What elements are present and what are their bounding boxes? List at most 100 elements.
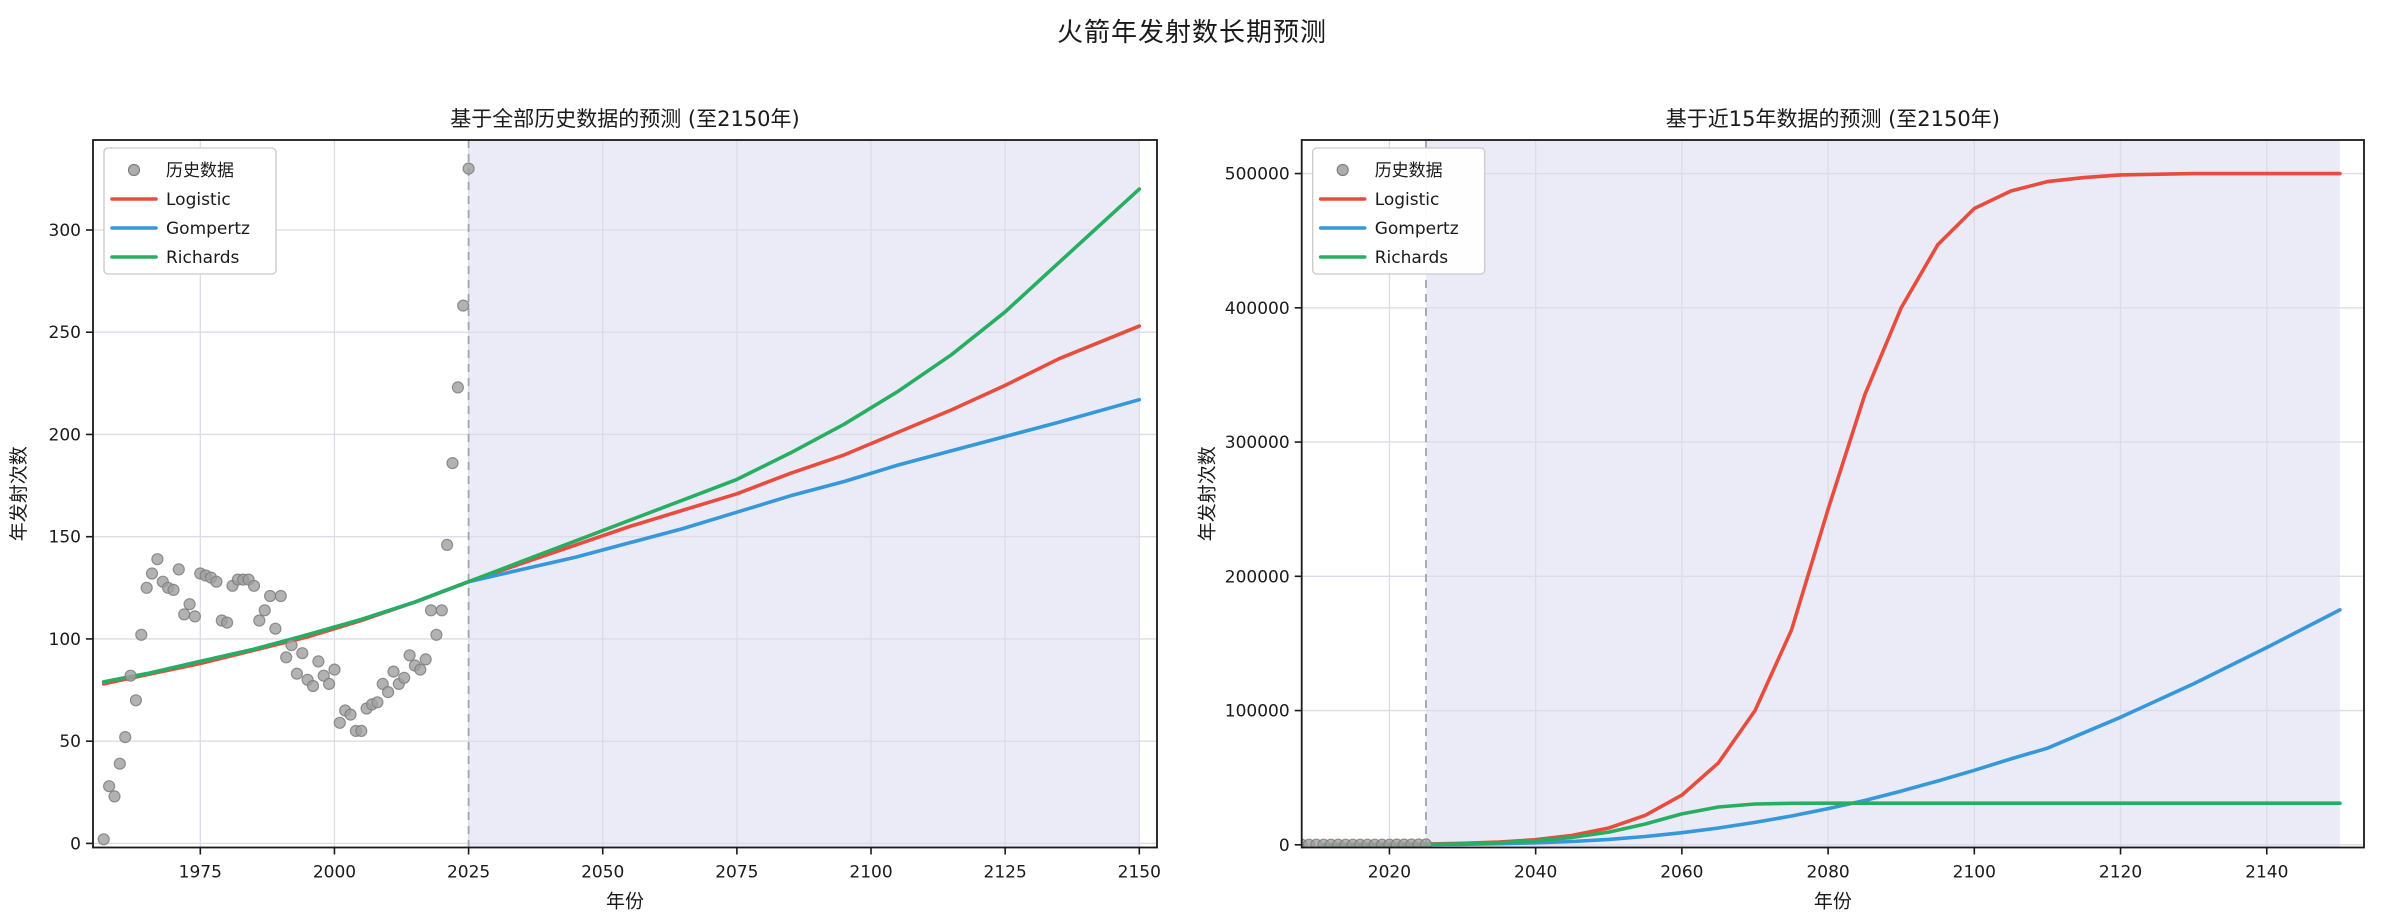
history-point <box>135 628 148 641</box>
history-point <box>113 757 126 770</box>
history-point <box>462 162 475 175</box>
legend-item: Gompertz <box>1318 219 1459 239</box>
y-tick-label: 200 <box>49 425 81 445</box>
x-tick-label: 2140 <box>2245 863 2288 883</box>
x-tick-label: 2100 <box>849 863 892 883</box>
legend-label: 历史数据 <box>166 161 234 181</box>
history-point <box>457 299 470 312</box>
y-tick-label: 100 <box>49 630 81 650</box>
history-point <box>285 638 298 652</box>
y-tick-label: 500000 <box>1225 165 1290 185</box>
history-point <box>264 589 277 603</box>
history-point <box>167 583 180 597</box>
legend-box <box>1312 147 1486 275</box>
history-point <box>119 730 132 744</box>
plot-border <box>1300 139 2365 849</box>
history-point <box>328 663 341 676</box>
history-point <box>178 608 191 621</box>
history-point <box>290 667 303 680</box>
history-point <box>280 651 293 664</box>
history-point <box>210 575 223 588</box>
legend-item: Richards <box>110 248 240 268</box>
legend-item: Logistic <box>110 190 231 210</box>
history-point <box>371 696 384 709</box>
legend-item: 历史数据 <box>1336 161 1443 181</box>
history-point <box>221 616 234 629</box>
legend: 历史数据 Logistic Gompertz Richards <box>103 147 277 275</box>
history-point <box>403 649 416 662</box>
legend-item: Richards <box>1318 248 1449 268</box>
legend-label: Gompertz <box>166 219 250 239</box>
subplot-right: 2020 2040 2060 2080 2100 2120 2140 0 100000 20000… <box>1197 107 2365 913</box>
legend-label: Richards <box>1375 248 1449 268</box>
y-tick-label: 400000 <box>1225 299 1290 319</box>
history-point <box>258 604 271 617</box>
x-tick-label: 2125 <box>984 863 1027 883</box>
legend-box <box>103 147 277 275</box>
history-point <box>414 663 427 676</box>
history-point <box>323 677 336 691</box>
legend-swatch-history <box>127 163 141 177</box>
x-tick-label: 2020 <box>1368 863 1411 883</box>
forecast-region <box>1425 140 2340 848</box>
legend-label: Gompertz <box>1375 219 1459 239</box>
history-point <box>102 780 116 793</box>
y-tick-label: 150 <box>49 528 81 548</box>
history-point <box>387 665 400 678</box>
history-point <box>274 589 287 603</box>
x-tick-label: 2150 <box>1118 863 1161 883</box>
y-axis-label: 年发射次数 <box>1197 446 1219 541</box>
x-tick-label: 2100 <box>1953 863 1996 883</box>
history-point <box>183 598 196 611</box>
history-point <box>269 622 282 635</box>
history-point <box>344 708 357 721</box>
legend-label: Richards <box>166 248 240 268</box>
legend-label: Logistic <box>166 190 231 210</box>
richards-curve <box>1321 801 2342 847</box>
legend-item: Logistic <box>1318 190 1439 210</box>
x-tick-label: 2000 <box>313 863 356 883</box>
y-tick-label: 250 <box>49 323 81 343</box>
x-tick-label: 2025 <box>447 863 490 883</box>
history-point <box>430 628 443 641</box>
history-scatter <box>97 162 475 846</box>
subplot-title: 基于全部历史数据的预测 (至2150年) <box>450 107 800 131</box>
richards-curve <box>101 187 1142 684</box>
history-point <box>451 381 464 394</box>
history-point <box>333 716 346 729</box>
y-tick-label: 0 <box>1279 836 1290 856</box>
x-tick-label: 2050 <box>581 863 624 883</box>
history-point <box>355 724 368 738</box>
history-point <box>188 610 201 623</box>
legend-item: 历史数据 <box>127 161 234 181</box>
history-point <box>124 669 137 682</box>
history-point <box>172 563 185 576</box>
legend-swatch-history <box>1336 163 1349 177</box>
x-tick-label: 1975 <box>179 863 222 883</box>
x-axis-label: 年份 <box>606 891 644 913</box>
history-point <box>253 614 266 627</box>
history-scatter <box>1301 838 1433 848</box>
history-point <box>140 581 153 594</box>
y-tick-label: 300000 <box>1225 433 1290 453</box>
history-point <box>145 567 159 580</box>
history-point <box>97 833 110 846</box>
history-point <box>398 671 411 684</box>
plot-border <box>92 139 1158 849</box>
subplot-title: 基于近15年数据的预测 (至2150年) <box>1666 107 2000 131</box>
history-point <box>424 604 438 617</box>
history-point <box>108 790 121 803</box>
history-point <box>296 647 309 660</box>
x-tick-label: 2075 <box>715 863 758 883</box>
y-tick-label: 200000 <box>1225 567 1290 587</box>
figure-title: 火箭年发射数长期预测 <box>1056 18 1327 48</box>
history-point <box>312 655 325 668</box>
history-point <box>306 679 320 693</box>
subplot-left: 1975 2000 2025 2050 2075 2100 2125 2150 0 50 100 15… <box>8 107 1161 913</box>
y-tick-label: 0 <box>70 834 81 854</box>
legend-item: Gompertz <box>110 219 250 239</box>
y-axis-label: 年发射次数 <box>8 446 30 541</box>
legend-label: 历史数据 <box>1375 161 1443 181</box>
